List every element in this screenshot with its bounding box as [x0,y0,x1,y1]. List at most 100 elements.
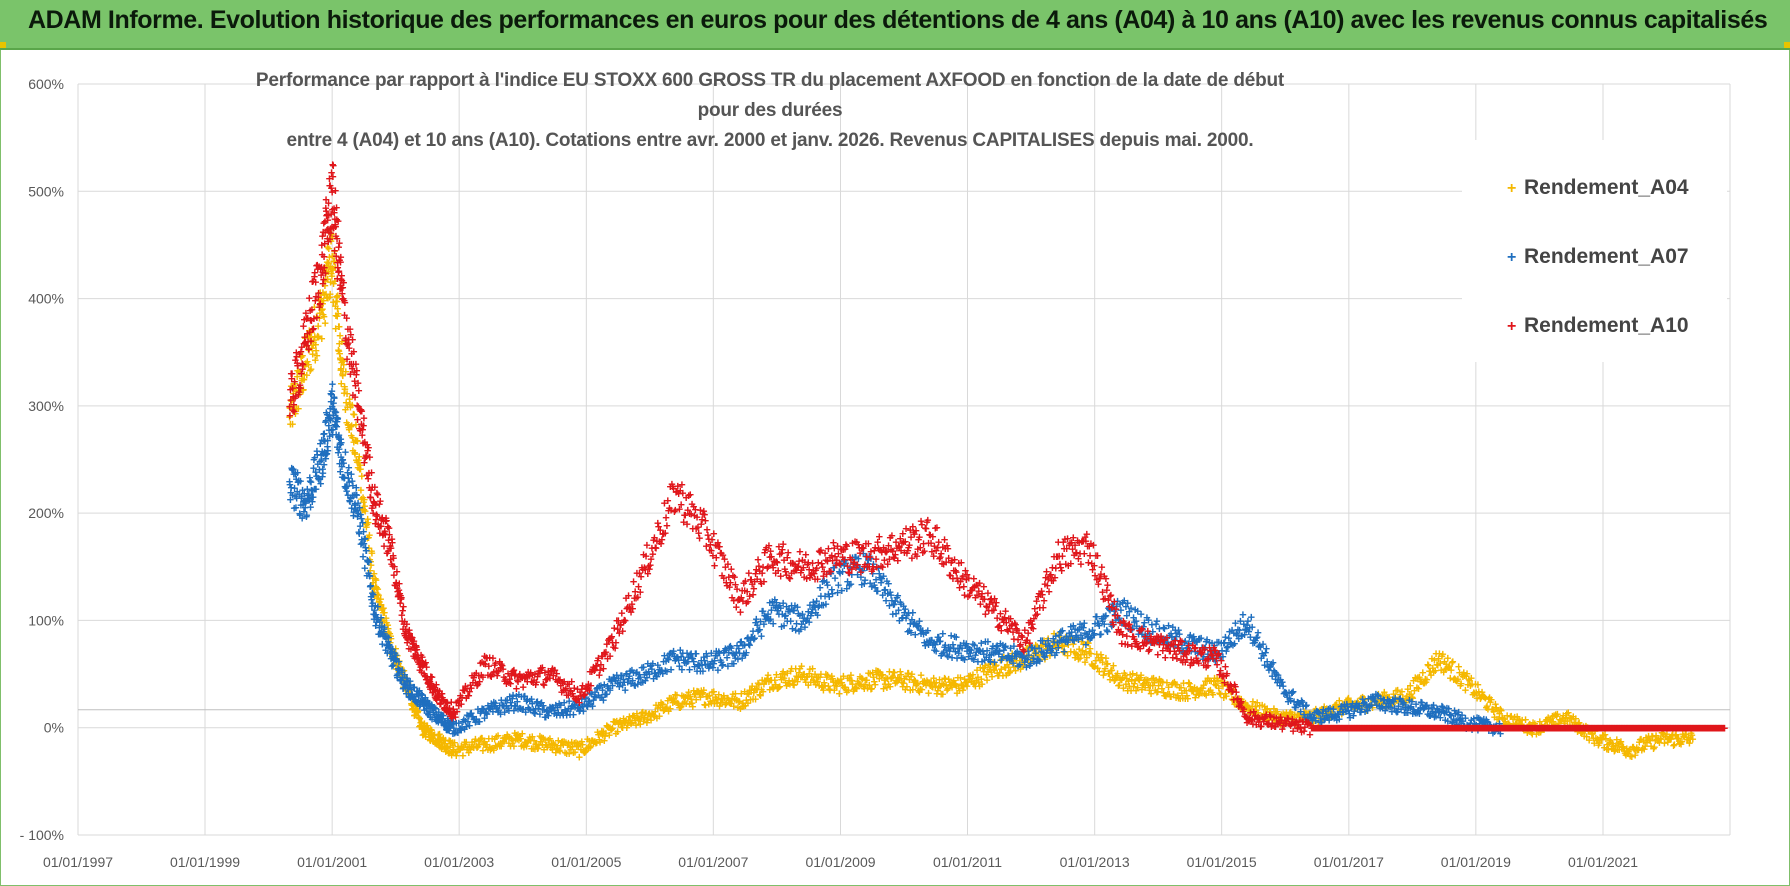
data-point: + [311,352,319,367]
data-point: + [320,309,328,324]
data-point: + [416,719,424,734]
data-point: + [436,727,444,742]
data-point: + [609,721,617,736]
data-point: + [422,718,430,733]
data-point: + [569,739,577,754]
data-point: + [355,455,363,470]
data-point: + [315,330,323,345]
data-point: + [329,158,337,173]
data-point: + [604,719,612,734]
data-point: + [357,483,365,498]
data-point: + [343,415,351,430]
data-point: + [403,683,411,698]
data-point: + [321,278,329,293]
data-point: + [331,254,339,269]
x-tick-label: 01/01/2005 [551,854,621,870]
y-tick-label: - 100% [20,827,64,843]
data-point: + [289,417,297,432]
data-point: + [581,745,589,760]
data-point: + [435,738,443,753]
data-point: + [636,584,644,599]
data-point: + [406,689,414,704]
data-point: + [363,530,371,545]
data-point: + [560,734,568,749]
data-point: + [605,719,613,734]
data-point: + [424,721,432,736]
data-point: + [433,736,441,751]
data-point: + [413,699,421,714]
data-point: + [392,657,400,672]
data-point: + [390,644,398,659]
data-point: + [370,566,378,581]
data-point: + [571,744,579,759]
data-point: + [425,727,433,742]
data-point: + [661,701,669,716]
data-point: + [482,740,490,755]
x-tick-label: 01/01/2019 [1441,854,1511,870]
data-point: + [401,669,409,684]
data-point: + [335,319,343,334]
data-point: + [301,331,309,346]
data-point: + [579,737,587,752]
data-point: + [386,635,394,650]
data-point: + [643,715,651,730]
data-point: + [626,709,634,724]
data-point: + [422,729,430,744]
data-point: + [531,741,539,756]
data-point: + [288,392,296,407]
data-point: + [409,701,417,716]
data-point: + [445,745,453,760]
data-point: + [570,745,578,760]
x-tick-label: 01/01/2011 [933,854,1002,870]
y-tick-label: 100% [28,612,64,628]
data-point: + [330,253,338,268]
data-point: + [334,213,342,228]
data-point: + [605,727,613,742]
data-point: + [299,348,307,363]
data-point: + [441,736,449,751]
data-point: + [336,336,344,351]
data-point: + [363,519,371,534]
data-point: + [587,739,595,754]
x-tick-label: 01/01/1997 [43,854,113,870]
data-point: + [649,707,657,722]
data-point: + [646,706,654,721]
data-point: + [521,734,529,749]
data-point: + [449,737,457,752]
data-point: + [337,250,345,265]
data-point: + [625,713,633,728]
data-point: + [647,713,655,728]
data-point: + [495,736,503,751]
data-point: + [481,734,489,749]
data-point: + [423,722,431,737]
data-point: + [654,700,662,715]
data-point: + [355,453,363,468]
data-point: + [362,516,370,531]
data-point: + [471,734,479,749]
data-point: + [632,717,640,732]
data-point: + [454,739,462,754]
data-point: + [551,737,559,752]
data-point: + [314,319,322,334]
data-point: + [602,725,610,740]
data-point: + [457,739,465,754]
data-point: + [391,646,399,661]
data-point: + [599,727,607,742]
data-point: + [408,702,416,717]
data-point: + [297,380,305,395]
data-point: + [296,386,304,401]
data-point: + [595,732,603,747]
data-point: + [488,741,496,756]
data-point: + [487,742,495,757]
data-point: + [545,737,553,752]
data-point: + [539,730,547,745]
data-point: + [350,407,358,422]
data-point: + [476,737,484,752]
data-point: + [334,288,342,303]
data-point: + [424,721,432,736]
data-point: + [544,732,552,747]
data-point: + [353,455,361,470]
data-point: + [537,734,545,749]
data-point: + [312,337,320,352]
data-point: + [333,294,341,309]
